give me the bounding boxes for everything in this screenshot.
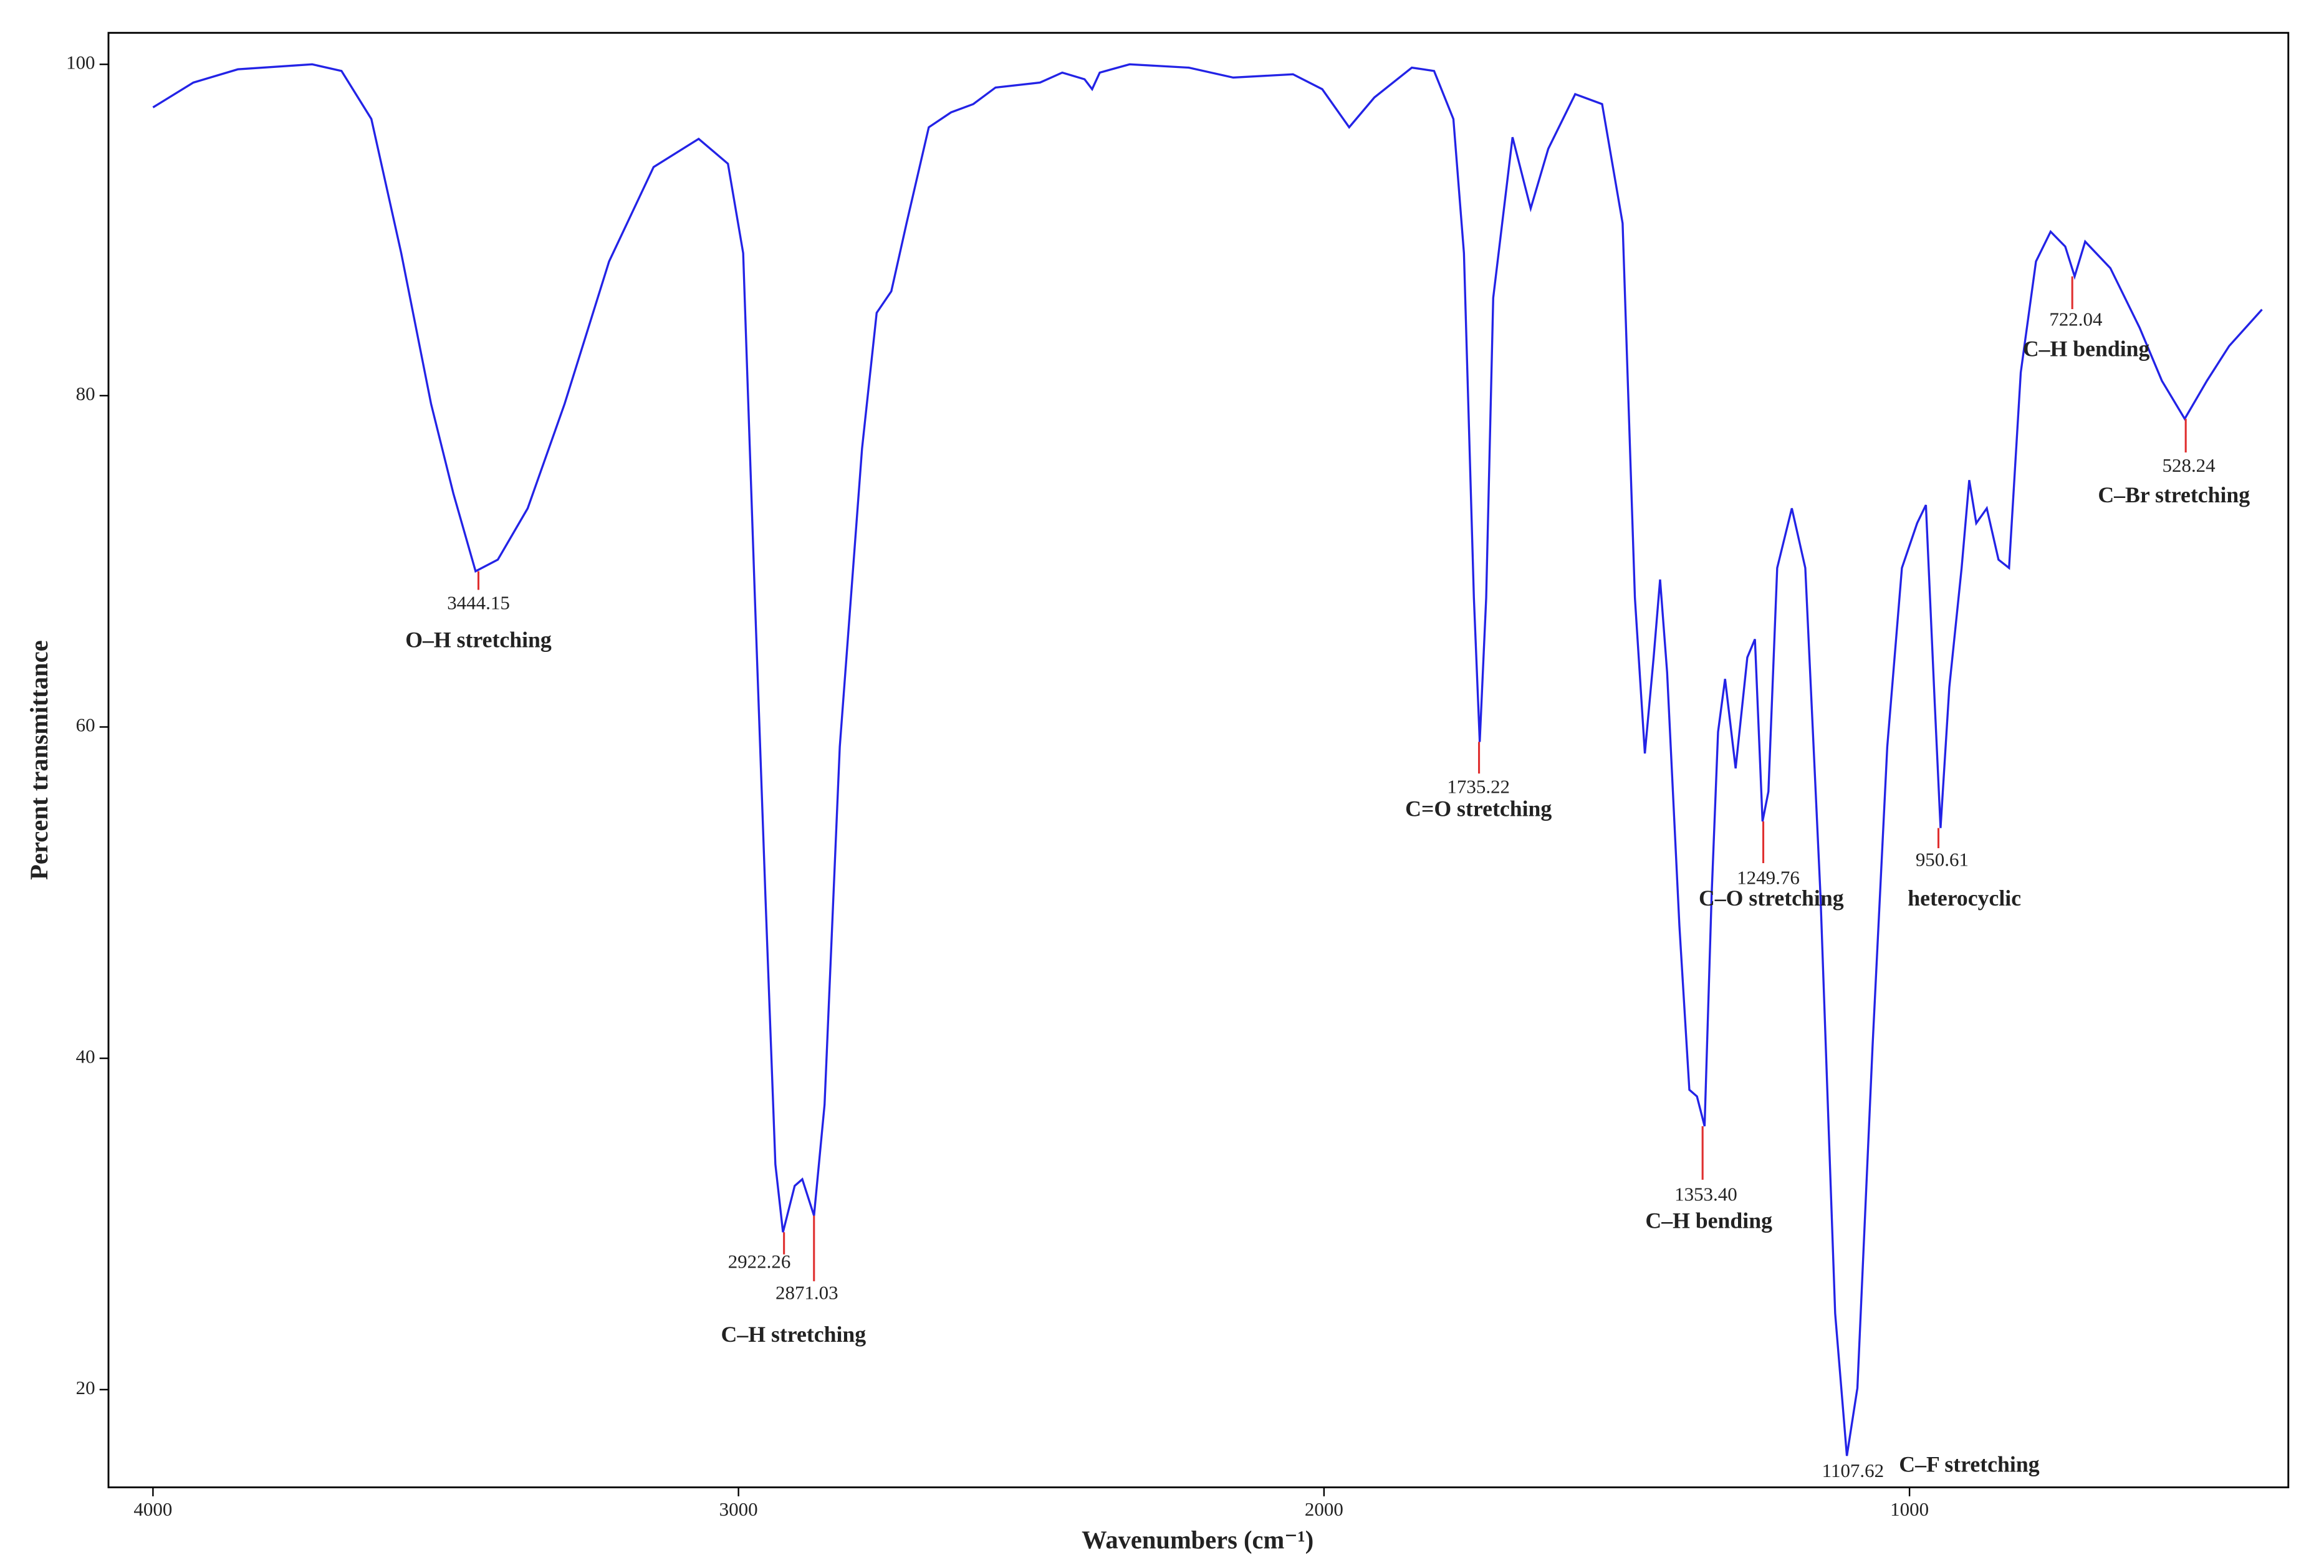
peak-label: 1249.76	[1737, 866, 1800, 888]
band-assignment: C–H bending	[1645, 1208, 1772, 1233]
x-tick-label: 2000	[1305, 1498, 1343, 1520]
band-assignment: C–H stretching	[721, 1322, 867, 1347]
peak-label: 2871.03	[775, 1282, 838, 1304]
peak-label: 2922.26	[728, 1250, 791, 1272]
band-assignment: C–Br stretching	[2098, 482, 2250, 507]
y-tick-label: 40	[76, 1045, 95, 1067]
band-assignment: C–O stretching	[1699, 886, 1844, 911]
band-assignment: C–H bending	[2023, 336, 2150, 361]
peak-label: 1107.62	[1822, 1460, 1884, 1481]
y-axis-title: Percent transmittance	[25, 640, 53, 880]
y-tick-label: 60	[76, 714, 95, 736]
y-tick-label: 20	[76, 1377, 95, 1398]
peak-label: 1735.22	[1447, 775, 1510, 797]
x-tick-label: 1000	[1890, 1498, 1929, 1520]
plot-frame	[107, 32, 2290, 1489]
peak-label: 722.04	[2049, 308, 2103, 330]
peak-label: 528.24	[2163, 454, 2216, 476]
x-axis-title: Wavenumbers (cm⁻¹)	[1082, 1526, 1313, 1554]
x-tick-label: 3000	[719, 1498, 758, 1520]
peak-label: 3444.15	[447, 592, 510, 614]
spectrum-line	[152, 63, 2263, 1456]
band-assignment: C–F stretching	[1899, 1451, 2039, 1476]
x-tick-label: 4000	[133, 1498, 172, 1520]
band-assignment: C=O stretching	[1405, 796, 1552, 821]
band-assignment: heterocyclic	[1908, 886, 2021, 911]
y-tick-label: 80	[76, 383, 95, 404]
peak-label: 950.61	[1916, 849, 1969, 871]
peak-label: 1353.40	[1674, 1183, 1737, 1205]
y-tick-label: 100	[66, 51, 95, 73]
band-assignment: O–H stretching	[405, 628, 552, 653]
